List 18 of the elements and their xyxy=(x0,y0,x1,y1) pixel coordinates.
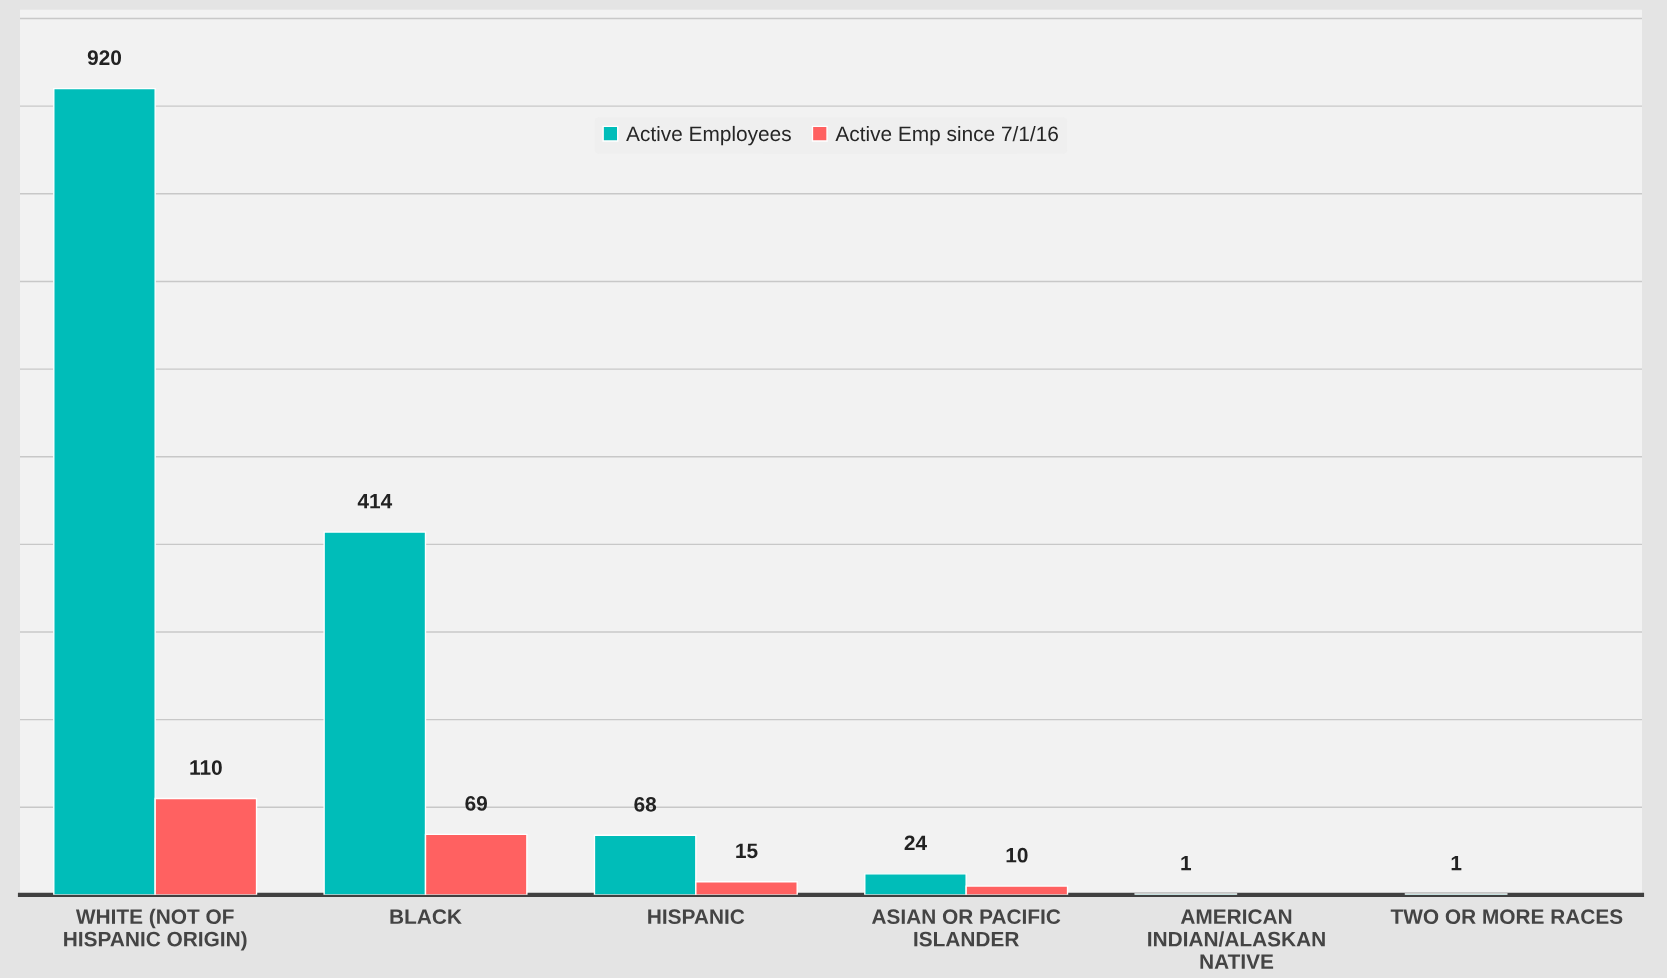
x-tick-label: WHITE (NOT OF HISPANIC ORIGIN) xyxy=(64,908,247,951)
data-label: 15 xyxy=(736,843,758,859)
x-tick-label: HISPANIC xyxy=(648,909,745,925)
x-tick-label: TWO OR MORE RACES xyxy=(1390,909,1623,925)
data-label: 69 xyxy=(465,796,487,811)
data-label: 24 xyxy=(904,835,927,851)
data-label: 414 xyxy=(357,493,393,509)
data-label: 1 xyxy=(1451,855,1462,871)
data-label: 10 xyxy=(1006,847,1028,863)
data-label: 110 xyxy=(190,760,222,775)
x-tick-label: ASIAN OR PACIFIC ISLANDER xyxy=(871,909,1061,947)
data-label: 920 xyxy=(87,50,122,66)
legend-label: Active Emp since 7/1/16 xyxy=(835,125,1058,146)
x-tick-label: BLACK xyxy=(390,909,462,925)
data-label: 1 xyxy=(1181,855,1192,871)
x-tick-label: AMERICAN INDIAN/ALASKAN NATIVE xyxy=(1148,909,1325,969)
data-label: 68 xyxy=(634,796,657,812)
legend-label: Active Employees xyxy=(626,125,791,146)
